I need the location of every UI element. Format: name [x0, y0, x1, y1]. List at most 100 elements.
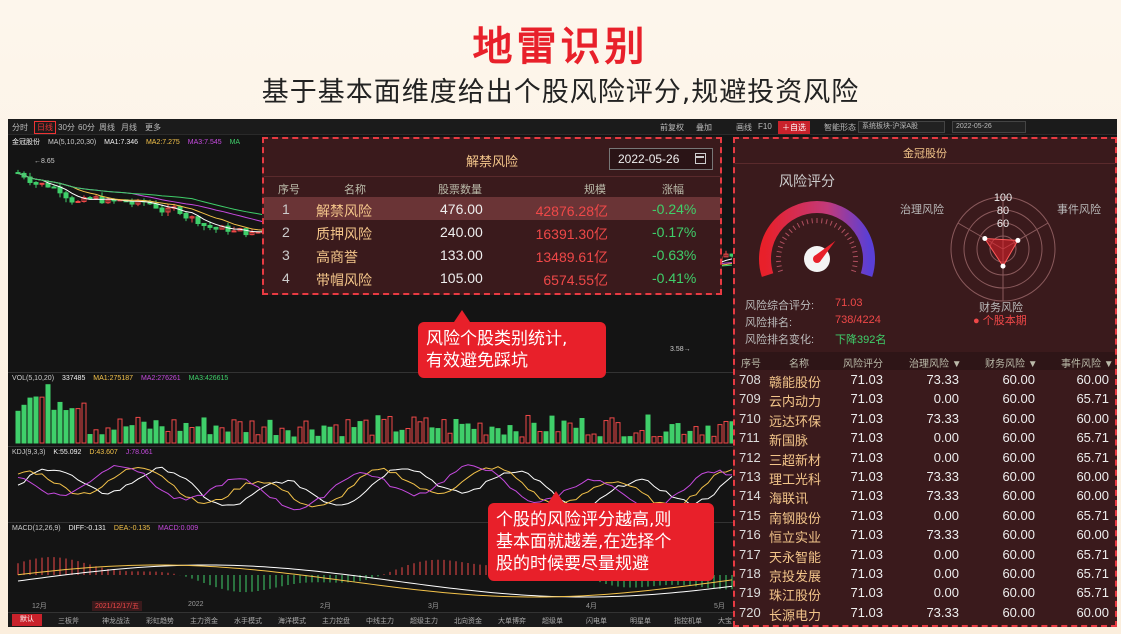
- indicator-tab[interactable]: 大宝: [718, 618, 732, 625]
- board-select[interactable]: 系统板块-沪深A股: [858, 121, 945, 133]
- row-name: 新国脉: [769, 433, 809, 449]
- tab-60min[interactable]: 60分: [78, 123, 95, 132]
- indicator-tab[interactable]: 明星单: [630, 618, 651, 625]
- col-governance[interactable]: 治理风险 ▼: [909, 359, 962, 370]
- row-no: 713: [739, 468, 761, 484]
- row-score: 71.03: [850, 468, 883, 484]
- macd-value: MACD:0.009: [158, 525, 199, 532]
- table-row[interactable]: 715 南钢股份 71.03 0.00 60.00 65.71: [735, 506, 1115, 526]
- col-no[interactable]: 序号: [741, 359, 761, 370]
- tab-more[interactable]: 更多: [145, 123, 161, 132]
- radar-tick-label: 100: [994, 192, 1012, 204]
- table-row[interactable]: 708 赣能股份 71.03 73.33 60.00 60.00: [735, 370, 1115, 390]
- add-watchlist-button[interactable]: ＋自选: [778, 121, 810, 134]
- row-name: 理工光科: [769, 471, 822, 487]
- row-score: 71.03: [850, 391, 883, 407]
- indicator-tab[interactable]: 彩虹趋势: [146, 618, 174, 625]
- indicator-tab[interactable]: 闪电单: [586, 618, 607, 625]
- row-finance: 60.00: [1002, 488, 1035, 504]
- indicator-tab[interactable]: 主力资金: [190, 618, 218, 625]
- indicator-tab[interactable]: 超级单: [542, 618, 563, 625]
- table-row[interactable]: 716 恒立实业 71.03 73.33 60.00 60.00: [735, 525, 1115, 545]
- table-row[interactable]: 718 京投发展 71.03 0.00 60.00 65.71: [735, 564, 1115, 584]
- col-qty[interactable]: 股票数量: [438, 184, 482, 196]
- tab-weekly[interactable]: 周线: [99, 123, 115, 132]
- macd-legend: MACD(12,26,9) DIFF:-0.131 DEA:-0.135 MAC…: [12, 525, 204, 532]
- row-finance: 60.00: [1002, 604, 1035, 620]
- indicator-tab[interactable]: 海洋模式: [278, 618, 306, 625]
- col-no[interactable]: 序号: [278, 184, 300, 196]
- table-row[interactable]: 717 天永智能 71.03 0.00 60.00 65.71: [735, 545, 1115, 565]
- table-row[interactable]: 714 海联讯 71.03 73.33 60.00 60.00: [735, 486, 1115, 506]
- unlock-risk-table: 序号 名称 股票数量 规模 涨幅 1 解禁风险 476.00 42876.28亿 -0.…: [264, 179, 720, 289]
- table-header: 序号 名称 风险评分 治理风险 ▼ 财务风险 ▼ 事件风险 ▼: [735, 352, 1115, 370]
- table-row[interactable]: 4 带帽风险 105.00 6574.55亿 -0.41%: [264, 266, 720, 289]
- high-price-label: ←8.65: [34, 158, 55, 165]
- row-governance: 73.33: [926, 527, 959, 543]
- indicator-tab[interactable]: 大单博弈: [498, 618, 526, 625]
- row-event: 65.71: [1076, 391, 1109, 407]
- tab-monthly[interactable]: 月线: [121, 123, 137, 132]
- indicator-tab[interactable]: 三板斧: [58, 618, 79, 625]
- table-row[interactable]: 1 解禁风险 476.00 42876.28亿 -0.24%: [264, 197, 720, 220]
- indicator-tab[interactable]: 指控机单: [674, 618, 702, 625]
- draw-button[interactable]: 画线: [736, 123, 752, 132]
- popup-date-picker[interactable]: 2022-05-26: [609, 148, 713, 170]
- table-row[interactable]: 3 高商誉 133.00 13489.61亿 -0.63%: [264, 243, 720, 266]
- adjust-button[interactable]: 前复权: [660, 123, 684, 132]
- row-finance: 60.00: [1002, 507, 1035, 523]
- row-event: 60.00: [1076, 410, 1109, 426]
- col-chg[interactable]: 涨幅: [662, 184, 684, 196]
- row-finance: 60.00: [1002, 527, 1035, 543]
- table-row[interactable]: 709 云内动力 71.03 0.00 60.00 65.71: [735, 389, 1115, 409]
- indicator-tab[interactable]: 水手模式: [234, 618, 262, 625]
- row-no: 3: [282, 247, 290, 263]
- indicator-tab[interactable]: 主力控盘: [322, 618, 350, 625]
- indicator-tab[interactable]: 默认: [12, 614, 42, 626]
- radar-axis-event: 事件风险: [1057, 204, 1101, 216]
- callout-line: 个股的风险评分越高,则: [496, 510, 672, 530]
- callout-line: 股的时候要尽量规避: [496, 554, 649, 574]
- row-scale: 16391.30亿: [535, 226, 608, 242]
- calendar-icon[interactable]: [695, 153, 706, 164]
- indicator-tab[interactable]: 中线主力: [366, 618, 394, 625]
- row-name: 质押风险: [316, 226, 372, 242]
- col-scale[interactable]: 规模: [584, 184, 606, 196]
- radar-tick-label: 60: [997, 218, 1009, 230]
- row-name: 三超新材: [769, 452, 822, 468]
- row-scale: 13489.61亿: [535, 249, 608, 265]
- col-name[interactable]: 名称: [344, 184, 366, 196]
- row-name: 南钢股份: [769, 510, 822, 526]
- rank-label: 风险排名:: [745, 317, 793, 329]
- vol-ma2: MA2:276261: [140, 375, 181, 382]
- f10-button[interactable]: F10: [758, 122, 772, 131]
- indicator-tab[interactable]: 北向资金: [454, 618, 482, 625]
- popup-title: 解禁风险: [465, 154, 518, 169]
- table-row[interactable]: 713 理工光科 71.03 73.33 60.00 60.00: [735, 467, 1115, 487]
- tab-intraday[interactable]: 分时: [12, 123, 28, 132]
- table-row[interactable]: 719 珠江股份 71.03 0.00 60.00 65.71: [735, 583, 1115, 603]
- row-no: 718: [739, 565, 761, 581]
- vol-ma3: MA3:426615: [188, 375, 229, 382]
- col-score[interactable]: 风险评分: [843, 359, 883, 370]
- tab-30min[interactable]: 30分: [58, 123, 75, 132]
- callout-score-explanation: 个股的风险评分越高,则 基本面就越差,在选择个 股的时候要尽量规避: [488, 491, 714, 581]
- col-event[interactable]: 事件风险 ▼: [1061, 359, 1114, 370]
- col-name[interactable]: 名称: [789, 359, 809, 370]
- table-row[interactable]: 712 三超新材 71.03 0.00 60.00 65.71: [735, 448, 1115, 468]
- overlay-button[interactable]: 叠加: [696, 123, 712, 132]
- table-row[interactable]: 2 质押风险 240.00 16391.30亿 -0.17%: [264, 220, 720, 243]
- tab-daily[interactable]: 日线: [34, 121, 56, 134]
- table-row[interactable]: 711 新国脉 71.03 0.00 60.00 65.71: [735, 428, 1115, 449]
- row-qty: 476.00: [440, 201, 483, 217]
- indicator-tab[interactable]: 神龙战法: [102, 618, 130, 625]
- row-name: 天永智能: [769, 549, 822, 565]
- table-row[interactable]: 720 长源电力 71.03 73.33 60.00 60.00: [735, 603, 1115, 623]
- row-finance: 60.00: [1002, 410, 1035, 426]
- smart-pattern-button[interactable]: 智能形态: [824, 123, 856, 132]
- toolbar-date[interactable]: 2022-05-26: [952, 121, 1026, 133]
- indicator-tab[interactable]: 超级主力: [410, 618, 438, 625]
- table-row[interactable]: 710 远达环保 71.03 73.33 60.00 60.00: [735, 409, 1115, 429]
- col-finance[interactable]: 财务风险 ▼: [985, 359, 1038, 370]
